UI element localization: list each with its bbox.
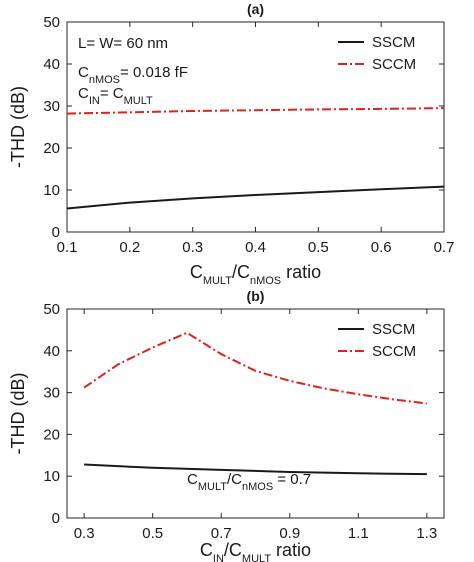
y-tick-label: 30 <box>43 385 60 402</box>
y-tick-label: 30 <box>43 98 60 115</box>
annotation: CIN= CMULT <box>78 85 153 107</box>
y-tick-label: 0 <box>52 224 60 241</box>
y-tick-label: 40 <box>43 56 60 73</box>
x-tick-label: 0.3 <box>182 239 203 256</box>
panel-a: (a) 0 10 20 30 40 50 0.1 0.2 0.3 0.4 0.5 0.6 0.7 -THD … <box>8 1 454 287</box>
x-tick-label: 0.4 <box>245 239 266 256</box>
series-line-sscm <box>84 463 427 476</box>
series-line-sccm <box>66 107 445 115</box>
y-axis-label: -THD (dB) <box>8 86 28 168</box>
y-tick-label: 20 <box>43 140 60 157</box>
annotation: L= W= 60 nm <box>78 35 168 52</box>
y-axis-label: -THD (dB) <box>8 373 28 455</box>
plot-frame <box>66 308 445 519</box>
y-tick-label: 40 <box>43 343 60 360</box>
y-tick-label: 50 <box>43 301 60 318</box>
x-tick-label: 0.5 <box>142 525 163 542</box>
panel-title: (b) <box>247 288 265 304</box>
x-axis-label: CMULT/CnMOS ratio <box>190 262 321 287</box>
legend-label-sscm: SSCM <box>372 321 415 338</box>
x-axis-label: CIN/CMULT ratio <box>200 540 311 562</box>
y-tick-label: 10 <box>43 468 60 485</box>
x-tick-label: 0.2 <box>119 239 140 256</box>
x-tick-label: 0.1 <box>57 239 78 256</box>
annotation: CnMOS= 0.018 fF <box>78 64 188 86</box>
x-tick-label: 1.1 <box>348 525 369 542</box>
x-tick-label: 0.7 <box>434 239 455 256</box>
y-tick-label: 20 <box>43 426 60 443</box>
x-tick-label: 0.7 <box>211 525 232 542</box>
series-line-sscm <box>66 185 445 210</box>
x-tick-label: 0.3 <box>74 525 95 542</box>
x-tick-label: 1.3 <box>416 525 437 542</box>
panel-b: (b) 0 10 20 30 40 50 0.3 0.5 0.7 0.9 1.1 1.3 -THD (dB… <box>8 288 445 562</box>
y-tick-label: 50 <box>43 14 60 31</box>
legend-label-sccm: SCCM <box>372 56 416 73</box>
annotation: CMULT/CnMOS = 0.7 <box>187 471 311 493</box>
x-tick-label: 0.9 <box>279 525 300 542</box>
y-tick-label: 0 <box>52 510 60 527</box>
x-tick-label: 0.5 <box>308 239 329 256</box>
legend-label-sccm: SCCM <box>372 343 416 360</box>
panel-title: (a) <box>247 1 264 17</box>
x-tick-label: 0.6 <box>371 239 392 256</box>
series-line-sccm <box>83 331 428 405</box>
y-tick-label: 10 <box>43 182 60 199</box>
legend-label-sscm: SSCM <box>372 34 415 51</box>
